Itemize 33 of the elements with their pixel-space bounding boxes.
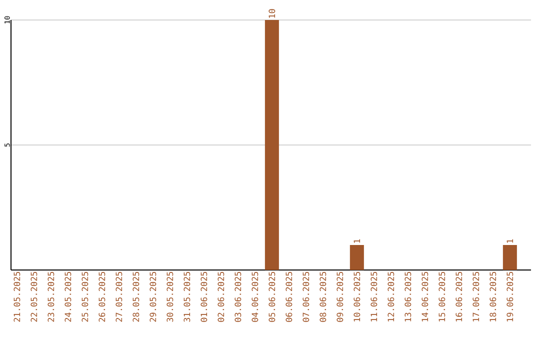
x-tick-label: 13.06.2025 — [404, 272, 412, 322]
x-tick-label: 31.05.2025 — [184, 272, 190, 322]
x-tick-label: 09.06.2025 — [336, 272, 344, 322]
x-tick-label: 21.05.2025 — [14, 272, 20, 322]
x-tick-label: 11.06.2025 — [370, 272, 378, 322]
x-tick-label: 23.05.2025 — [48, 272, 54, 322]
x-tick-label: 16.06.2025 — [456, 272, 462, 322]
x-tick-label: 14.06.2025 — [422, 272, 428, 322]
x-tick-label: 18.06.2025 — [490, 272, 496, 322]
x-tick-label: 10.06.2025 — [354, 272, 360, 322]
x-tick-label: 29.05.2025 — [150, 272, 156, 322]
data-label: 1 — [354, 239, 360, 243]
x-tick-label: 08.06.2025 — [320, 272, 326, 322]
x-tick-label: 02.06.2025 — [218, 272, 224, 322]
x-tick-label: 03.06.2025 — [234, 272, 242, 322]
x-tick-label: 24.05.2025 — [64, 272, 72, 322]
x-tick-label: 07.06.2025 — [302, 272, 310, 322]
x-tick-label: 17.06.2025 — [472, 272, 480, 322]
data-label: 10 — [268, 9, 276, 18]
x-tick-label: 04.06.2025 — [252, 272, 258, 322]
x-tick-label: 06.06.2025 — [286, 272, 292, 322]
x-tick-label: 05.06.2025 — [268, 272, 276, 322]
x-tick-label: 12.06.2025 — [388, 272, 394, 322]
x-tick-label: 19.06.2025 — [506, 272, 514, 322]
x-tick-label: 25.05.2025 — [82, 272, 88, 322]
x-tick-label: 22.05.2025 — [30, 272, 38, 322]
x-tick-label: 30.05.2025 — [166, 272, 174, 322]
x-tick-label: 26.05.2025 — [98, 272, 106, 322]
x-tick-label: 15.06.2025 — [438, 272, 446, 322]
x-tick-label: 01.06.2025 — [200, 272, 208, 322]
data-label: 1 — [506, 239, 514, 243]
x-tick-label: 27.05.2025 — [116, 272, 122, 322]
x-tick-label: 28.05.2025 — [132, 272, 140, 322]
